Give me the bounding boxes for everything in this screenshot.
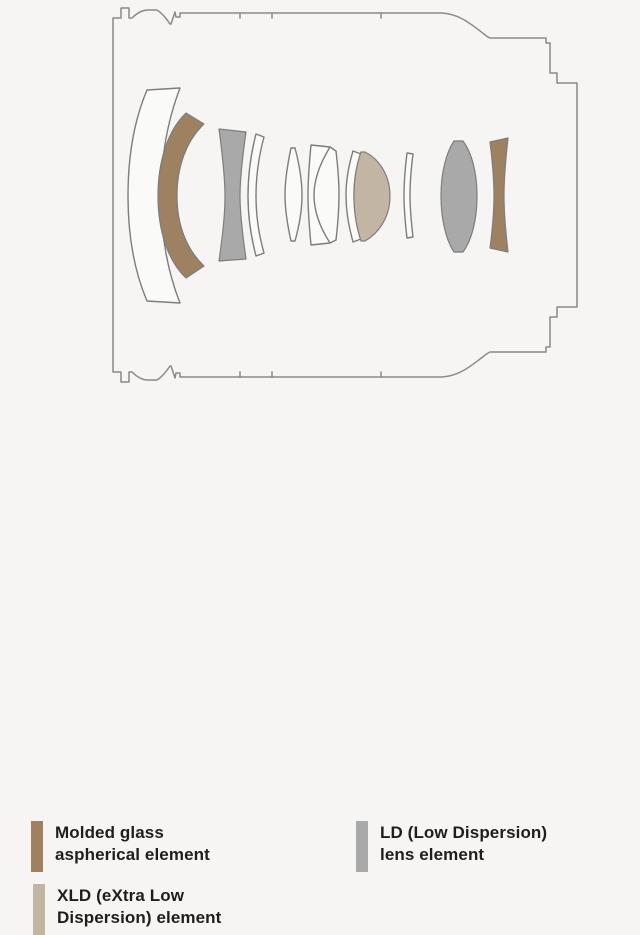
legend-label-line: XLD (eXtra Low xyxy=(57,886,185,905)
doublet-cemented-surface xyxy=(313,146,331,244)
aspherical-element-front xyxy=(157,112,205,279)
ld-element-rear xyxy=(440,140,478,253)
legend-label-aspherical: Molded glass aspherical element xyxy=(55,821,210,866)
lens-barrel-outline xyxy=(112,7,578,383)
legend-label-line: LD (Low Dispersion) xyxy=(380,823,548,842)
aspherical-element-rear xyxy=(489,137,509,253)
barrel-tick-marks xyxy=(239,12,382,378)
legend-item-aspherical: Molded glass aspherical element xyxy=(31,821,210,872)
meniscus-element xyxy=(247,133,265,257)
lens-construction-diagram xyxy=(0,0,640,400)
cemented-doublet xyxy=(307,144,340,246)
xld-color-swatch xyxy=(33,884,45,935)
ld-color-swatch xyxy=(356,821,368,872)
legend-label-line: lens element xyxy=(380,845,485,864)
aspherical-color-swatch xyxy=(31,821,43,872)
thin-biconvex-element xyxy=(284,147,303,242)
thin-rear-element xyxy=(403,152,414,239)
legend-label-line: Dispersion) element xyxy=(57,908,222,927)
legend: Molded glass aspherical element LD (Low … xyxy=(0,400,640,935)
legend-label-line: aspherical element xyxy=(55,845,210,864)
ld-element-front xyxy=(218,128,247,262)
legend-label-line: Molded glass xyxy=(55,823,164,842)
legend-label-ld: LD (Low Dispersion) lens element xyxy=(380,821,547,866)
legend-item-xld: XLD (eXtra Low Dispersion) element xyxy=(33,884,221,935)
xld-element xyxy=(353,151,391,242)
legend-label-xld: XLD (eXtra Low Dispersion) element xyxy=(57,884,221,929)
legend-item-ld: LD (Low Dispersion) lens element xyxy=(356,821,547,872)
